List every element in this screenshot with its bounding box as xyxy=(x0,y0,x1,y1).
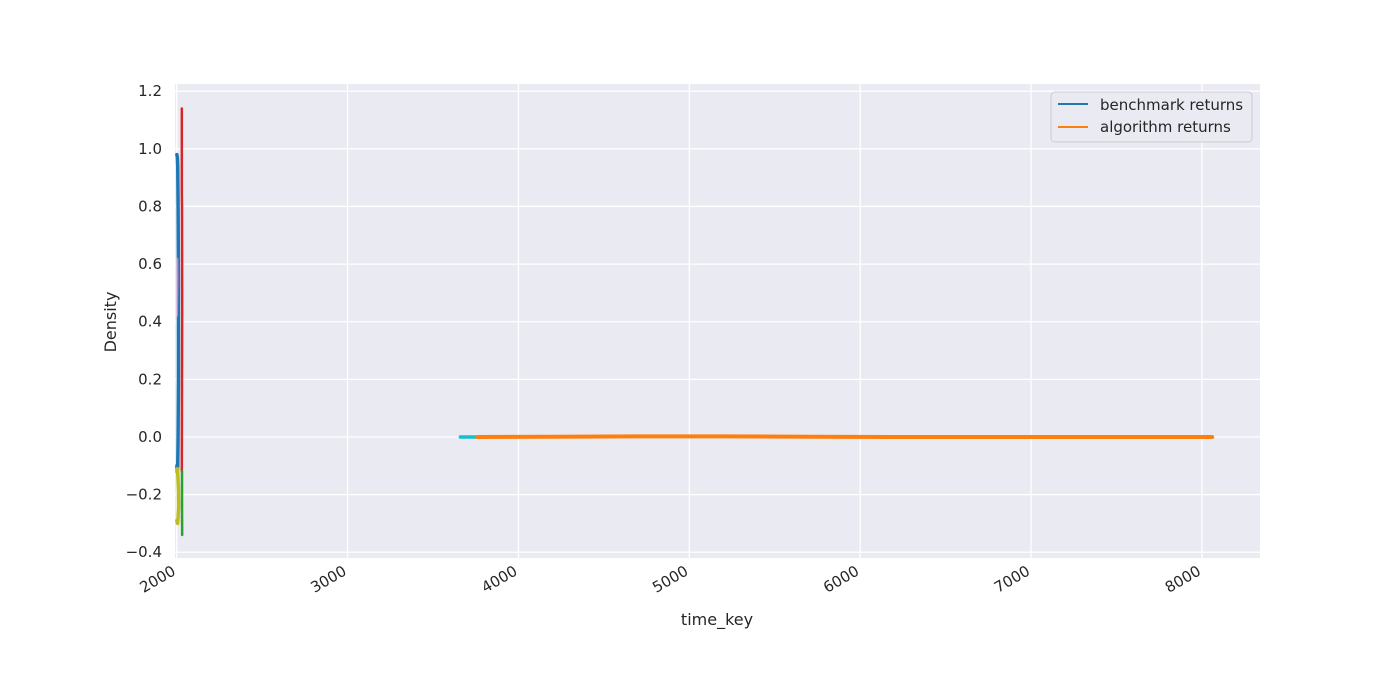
x-tick-label: 6000 xyxy=(820,562,862,597)
y-tick-label: 0.8 xyxy=(138,197,162,215)
x-tick-label: 7000 xyxy=(991,562,1033,597)
y-tick-label: −0.4 xyxy=(126,543,162,561)
legend-label-benchmark: benchmark returns xyxy=(1100,96,1243,114)
y-tick-label: −0.2 xyxy=(126,486,162,504)
x-tick-label: 8000 xyxy=(1162,562,1204,597)
series-line-1 xyxy=(175,466,181,526)
y-tick-label: 1.0 xyxy=(138,140,162,158)
y-tick-label: 0.2 xyxy=(138,370,162,388)
y-tick-label: 1.2 xyxy=(138,82,162,100)
y-tick-label: 0.6 xyxy=(138,255,162,273)
legend: benchmark returns algorithm returns xyxy=(1050,91,1253,143)
series-line-2 xyxy=(176,257,179,317)
plot-area xyxy=(175,84,1260,558)
x-tick-label: 3000 xyxy=(308,562,350,597)
y-tick-label: 0.4 xyxy=(138,313,162,331)
series-line-algorithm-returns xyxy=(475,434,1215,439)
x-tick-label: 4000 xyxy=(478,562,520,597)
legend-label-algorithm: algorithm returns xyxy=(1100,118,1231,136)
x-tick-label: 2000 xyxy=(137,562,179,597)
y-axis-label: Density xyxy=(101,292,120,353)
x-tick-labels: 2000 3000 4000 5000 6000 7000 8000 xyxy=(137,562,1204,597)
y-tick-label: 0.0 xyxy=(138,428,162,446)
y-tick-labels: −0.4 −0.2 0.0 0.2 0.4 0.6 0.8 1.0 1.2 xyxy=(126,82,162,561)
x-tick-label: 5000 xyxy=(649,562,691,597)
series-layer xyxy=(175,107,1215,537)
legend-box xyxy=(1050,91,1253,143)
x-axis-label: time_key xyxy=(681,610,753,630)
